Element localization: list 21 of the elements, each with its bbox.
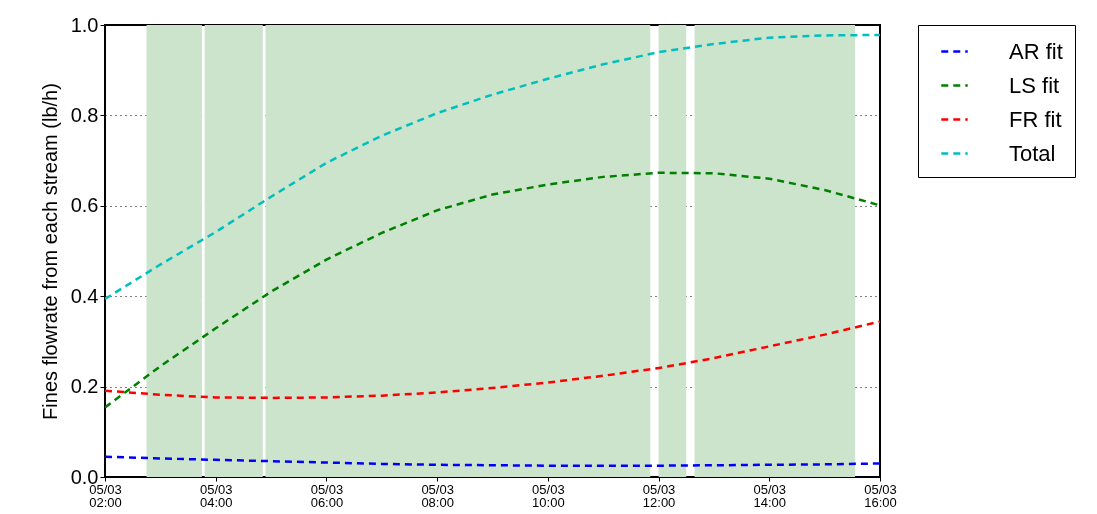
x-tick-label: 05/03 16:00 [864, 481, 897, 510]
y-tick-label: 1.0 [70, 13, 99, 36]
x-tick-label: 05/03 14:00 [753, 481, 787, 510]
line-series [105, 33, 880, 301]
legend-label: Total [1009, 140, 1056, 166]
legend-label: FR fit [1009, 106, 1062, 132]
legend-label: AR fit [1009, 38, 1063, 64]
y-axis-title: Fines flowrate from each stream (lb/h) [38, 83, 61, 420]
x-tick-label: 05/03 08:00 [421, 481, 454, 510]
y-tick-label: 0.2 [70, 375, 99, 398]
y-tick-label: 0.6 [70, 194, 99, 217]
line-series [105, 171, 880, 409]
legend-label: LS fit [1009, 72, 1060, 98]
x-tick-label: 05/03 10:00 [532, 481, 565, 510]
x-tick-label: 05/03 04:00 [199, 481, 233, 510]
x-tick-label: 05/03 06:00 [310, 481, 344, 510]
line-series [105, 320, 880, 400]
x-tick-label: 05/03 12:00 [642, 481, 676, 510]
y-tick-label: 0.4 [70, 284, 99, 307]
y-tick-label: 0.8 [70, 103, 99, 126]
line-series [105, 455, 880, 467]
